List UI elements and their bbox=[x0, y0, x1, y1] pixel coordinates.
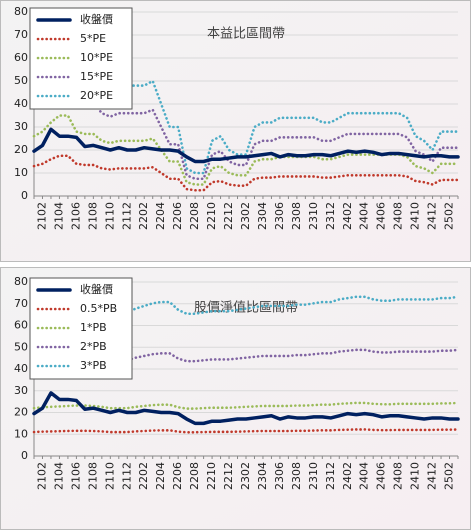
y-tick-label: 10 bbox=[14, 166, 28, 179]
x-tick-label: 2408 bbox=[392, 202, 405, 230]
x-tick-label: 2108 bbox=[86, 462, 99, 490]
x-tick-label: 2304 bbox=[256, 462, 269, 490]
x-tick-label: 2310 bbox=[307, 202, 320, 230]
x-tick-label: 2404 bbox=[358, 462, 371, 490]
series-line bbox=[32, 127, 460, 164]
x-tick-label: 2208 bbox=[188, 202, 201, 230]
x-tick-label: 2406 bbox=[375, 202, 388, 230]
x-tick-label: 2108 bbox=[86, 202, 99, 230]
y-tick-label: 30 bbox=[14, 384, 28, 397]
x-tick-label: 2312 bbox=[324, 462, 337, 490]
x-tick-label: 2304 bbox=[256, 202, 269, 230]
x-tick-label: 2210 bbox=[205, 202, 218, 230]
y-tick-label: 20 bbox=[14, 406, 28, 419]
x-tick-label: 2202 bbox=[137, 462, 150, 490]
x-tick-label: 2402 bbox=[341, 462, 354, 490]
x-tick-label: 2302 bbox=[239, 202, 252, 230]
x-tick-label: 2308 bbox=[290, 202, 303, 230]
legend-label: 0.5*PB bbox=[80, 302, 117, 315]
x-tick-label: 2102 bbox=[35, 462, 48, 490]
legend-label: 收盤價 bbox=[80, 12, 113, 26]
x-tick-label: 2502 bbox=[443, 202, 456, 230]
x-tick-label: 2412 bbox=[426, 202, 439, 230]
legend-label: 15*PE bbox=[80, 70, 113, 83]
x-tick-label: 2210 bbox=[205, 462, 218, 490]
x-tick-label: 2306 bbox=[273, 202, 286, 230]
series-line bbox=[32, 348, 460, 363]
x-tick-label: 2410 bbox=[409, 202, 422, 230]
x-tick-label: 2106 bbox=[69, 202, 82, 230]
x-tick-label: 2204 bbox=[154, 202, 167, 230]
x-tick-label: 2212 bbox=[222, 202, 235, 230]
y-tick-label: 30 bbox=[14, 120, 28, 133]
y-tick-label: 80 bbox=[14, 275, 28, 288]
x-tick-label: 2402 bbox=[341, 202, 354, 230]
x-tick-label: 2202 bbox=[137, 202, 150, 230]
y-tick-label: 50 bbox=[14, 74, 28, 87]
x-tick-label: 2206 bbox=[171, 462, 184, 490]
legend-label: 5*PE bbox=[80, 32, 106, 45]
series-line bbox=[32, 154, 460, 192]
x-tick-label: 2102 bbox=[35, 202, 48, 230]
chart-title: 股價淨值比區間帶 bbox=[194, 300, 298, 316]
chart-title: 本益比區間帶 bbox=[207, 27, 285, 42]
y-tick-label: 80 bbox=[14, 5, 28, 18]
series-line bbox=[32, 73, 460, 181]
series-line bbox=[32, 391, 460, 426]
x-tick-label: 2212 bbox=[222, 462, 235, 490]
y-tick-label: 10 bbox=[14, 427, 28, 440]
x-tick-label: 2112 bbox=[120, 202, 133, 230]
x-tick-label: 2208 bbox=[188, 462, 201, 490]
x-tick-label: 2310 bbox=[307, 462, 320, 490]
x-tick-label: 2106 bbox=[69, 462, 82, 490]
x-tick-label: 2312 bbox=[324, 202, 337, 230]
y-tick-label: 20 bbox=[14, 143, 28, 156]
y-tick-label: 60 bbox=[14, 51, 28, 64]
x-tick-label: 2406 bbox=[375, 462, 388, 490]
y-tick-label: 70 bbox=[14, 297, 28, 310]
legend-label: 3*PB bbox=[80, 359, 107, 372]
legend-label: 20*PE bbox=[80, 89, 113, 102]
x-tick-label: 2302 bbox=[239, 462, 252, 490]
legend-label: 收盤價 bbox=[80, 282, 113, 296]
y-tick-label: 40 bbox=[14, 97, 28, 110]
y-tick-label: 0 bbox=[21, 449, 28, 462]
legend-label: 1*PB bbox=[80, 321, 107, 334]
legend-label: 10*PE bbox=[80, 51, 113, 64]
x-tick-label: 2104 bbox=[52, 202, 65, 230]
series-line bbox=[32, 428, 460, 434]
x-tick-label: 2110 bbox=[103, 202, 116, 230]
x-tick-label: 2412 bbox=[426, 462, 439, 490]
x-tick-label: 2112 bbox=[120, 462, 133, 490]
y-tick-label: 0 bbox=[21, 189, 28, 202]
x-tick-label: 2502 bbox=[443, 462, 456, 490]
x-tick-label: 2404 bbox=[358, 202, 371, 230]
x-tick-label: 2410 bbox=[409, 462, 422, 490]
x-tick-label: 2206 bbox=[171, 202, 184, 230]
x-tick-label: 2204 bbox=[154, 462, 167, 490]
y-tick-label: 60 bbox=[14, 319, 28, 332]
x-tick-label: 2110 bbox=[103, 462, 116, 490]
x-tick-label: 2104 bbox=[52, 462, 65, 490]
legend-label: 2*PB bbox=[80, 340, 107, 353]
x-tick-label: 2408 bbox=[392, 462, 405, 490]
y-tick-label: 50 bbox=[14, 340, 28, 353]
y-tick-label: 70 bbox=[14, 28, 28, 41]
x-tick-label: 2308 bbox=[290, 462, 303, 490]
x-tick-label: 2306 bbox=[273, 462, 286, 490]
y-tick-label: 40 bbox=[14, 362, 28, 375]
